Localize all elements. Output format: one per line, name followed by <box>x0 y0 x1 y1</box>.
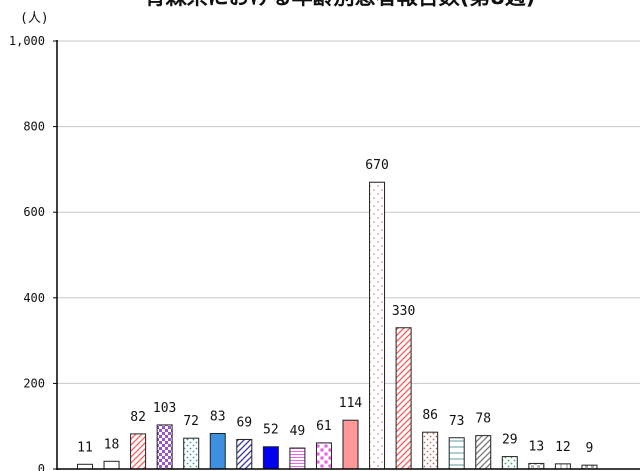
bar-value-label: 29 <box>502 433 518 448</box>
bar <box>342 419 359 470</box>
bar <box>130 433 147 470</box>
bar-value-label: 82 <box>130 410 146 425</box>
value-labels: 11 18 82 103 72 83 69 52 49 61 114 670 330 86 73 78 29 13… <box>77 158 593 456</box>
gridlines <box>53 40 640 470</box>
bar <box>369 181 386 470</box>
bar-value-label: 670 <box>365 158 388 173</box>
y-tick-label: 800 <box>23 120 45 134</box>
bar-value-label: 13 <box>529 439 545 454</box>
chart-title: 青森県における年齢別患者報告数(第8週) <box>145 0 536 9</box>
bar-value-label: 86 <box>422 408 438 423</box>
y-tick-label: 400 <box>23 291 45 305</box>
bar <box>262 446 279 470</box>
y-tick-label: 200 <box>23 376 45 390</box>
bar-value-label: 49 <box>290 424 306 439</box>
bar-value-label: 72 <box>183 414 199 429</box>
bar-value-label: 103 <box>153 401 176 416</box>
bar-value-label: 52 <box>263 423 279 438</box>
bar-value-label: 9 <box>586 441 594 456</box>
bar <box>209 432 226 470</box>
bar-value-label: 83 <box>210 409 226 424</box>
bar-value-label: 78 <box>475 412 491 427</box>
bar <box>554 463 571 470</box>
y-axis-label: (人) <box>20 11 49 26</box>
bar <box>528 462 545 470</box>
bar <box>422 431 439 470</box>
bar-value-label: 18 <box>104 437 120 452</box>
bar <box>183 437 200 470</box>
bar-value-label: 12 <box>555 440 571 455</box>
bar-value-label: 114 <box>339 396 363 411</box>
y-tick-label: 0 <box>38 462 45 471</box>
bar <box>156 424 173 470</box>
bar <box>501 456 518 470</box>
y-tick-labels: 0 200 400 600 800 1,000 <box>9 34 45 471</box>
bar <box>475 435 492 470</box>
bar <box>236 438 253 470</box>
bar-value-label: 61 <box>316 419 332 434</box>
bar <box>395 327 412 470</box>
bar-value-label: 69 <box>236 415 252 430</box>
bar <box>103 460 120 470</box>
bar-value-label: 11 <box>77 440 93 455</box>
bar-value-label: 330 <box>392 304 415 319</box>
bar <box>289 447 306 470</box>
bars <box>77 181 598 470</box>
bar <box>315 442 332 470</box>
bar <box>448 437 465 470</box>
bar-value-label: 73 <box>449 414 465 429</box>
y-tick-label: 1,000 <box>9 34 45 48</box>
y-tick-label: 600 <box>23 205 45 219</box>
